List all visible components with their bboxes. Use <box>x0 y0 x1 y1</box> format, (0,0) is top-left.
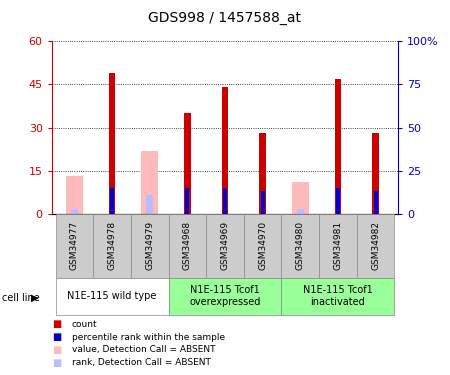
Text: ■: ■ <box>52 358 61 368</box>
Text: GSM34979: GSM34979 <box>145 221 154 270</box>
Text: GSM34977: GSM34977 <box>70 221 79 270</box>
Bar <box>297 209 304 214</box>
Bar <box>131 214 168 278</box>
Text: GSM34981: GSM34981 <box>333 221 342 270</box>
Bar <box>221 87 229 214</box>
Text: cell line: cell line <box>2 293 40 303</box>
Bar <box>336 188 340 214</box>
Bar <box>372 133 379 214</box>
Text: GDS998 / 1457588_at: GDS998 / 1457588_at <box>148 11 302 25</box>
Bar <box>110 188 114 214</box>
Bar <box>93 214 131 278</box>
Text: GSM34980: GSM34980 <box>296 221 305 270</box>
Text: rank, Detection Call = ABSENT: rank, Detection Call = ABSENT <box>72 358 211 367</box>
Bar <box>168 214 206 278</box>
Bar <box>282 278 395 315</box>
Bar <box>168 278 282 315</box>
Text: GSM34970: GSM34970 <box>258 221 267 270</box>
Text: N1E-115 wild type: N1E-115 wild type <box>68 291 157 301</box>
Bar <box>261 191 265 214</box>
Bar <box>66 176 83 214</box>
Bar <box>55 278 168 315</box>
Text: ■: ■ <box>52 345 61 355</box>
Text: ▶: ▶ <box>31 293 38 303</box>
Bar <box>223 188 227 214</box>
Text: GSM34982: GSM34982 <box>371 221 380 270</box>
Bar <box>108 73 115 214</box>
Text: N1E-115 Tcof1
overexpressed: N1E-115 Tcof1 overexpressed <box>189 285 261 307</box>
Text: value, Detection Call = ABSENT: value, Detection Call = ABSENT <box>72 345 216 354</box>
Text: ■: ■ <box>52 320 61 329</box>
Text: percentile rank within the sample: percentile rank within the sample <box>72 333 225 342</box>
Text: GSM34969: GSM34969 <box>220 221 230 270</box>
Bar <box>141 150 158 214</box>
Bar <box>282 214 319 278</box>
Bar <box>71 209 78 214</box>
Text: ■: ■ <box>52 332 61 342</box>
Bar <box>374 191 378 214</box>
Bar <box>206 214 244 278</box>
Bar <box>244 214 282 278</box>
Bar <box>259 133 266 214</box>
Text: GSM34978: GSM34978 <box>108 221 117 270</box>
Bar <box>335 79 342 214</box>
Bar <box>146 195 153 214</box>
Bar <box>357 214 395 278</box>
Bar <box>292 182 309 214</box>
Bar <box>55 214 93 278</box>
Text: count: count <box>72 320 98 329</box>
Text: GSM34968: GSM34968 <box>183 221 192 270</box>
Bar <box>319 214 357 278</box>
Text: N1E-115 Tcof1
inactivated: N1E-115 Tcof1 inactivated <box>303 285 373 307</box>
Bar <box>184 113 191 214</box>
Bar <box>185 188 189 214</box>
